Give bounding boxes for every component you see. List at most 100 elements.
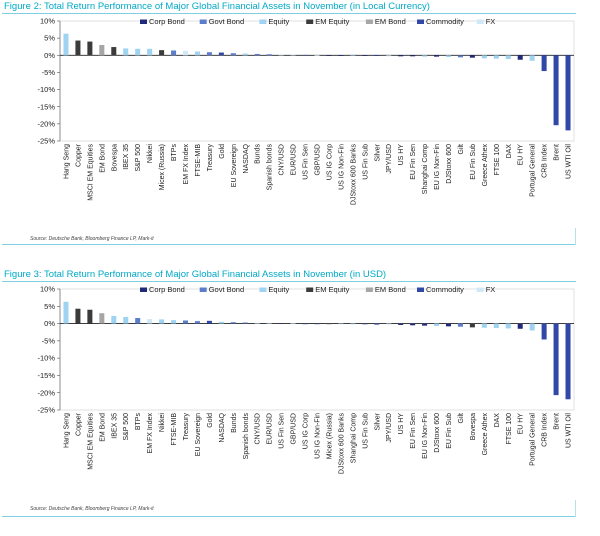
c1-xtick-label-gold: Gold <box>207 413 214 428</box>
c0-xtick-label-dax: DAX <box>506 144 513 159</box>
c0-bar-gilt <box>457 55 463 58</box>
c0-ytick-label-1: 5% <box>44 34 55 43</box>
c1-legend-item-commodity: Commodity <box>417 285 464 294</box>
c0-xtick-label-eur-usd: EUR/USD <box>291 144 298 176</box>
c0-legend-swatch-equity <box>259 19 267 24</box>
c1-bar-gilt <box>457 323 463 327</box>
c1-bar-gbp-usd <box>290 323 296 324</box>
figure-3-title: Figure 3: Total Return Performance of Ma… <box>4 269 387 280</box>
c0-ytick-label-0: 10% <box>40 17 55 26</box>
c1-bar-hang-seng <box>63 301 69 324</box>
c1-bar-greece-athex <box>481 323 487 328</box>
c0-bar-greece-athex <box>481 55 487 59</box>
figure-2-top-rule <box>2 13 576 14</box>
c0-xtick-label-eu-fin-sub: EU Fin Sub <box>470 144 477 180</box>
c0-xtick-label-copper: Copper <box>75 143 82 167</box>
c1-xtick-label-gilt: Gilt <box>458 413 465 424</box>
c1-legend-item-em-equity: EM Equity <box>306 285 350 294</box>
c0-bar-jpy-usd <box>386 55 392 57</box>
c0-bar-bovespa <box>111 47 117 56</box>
c1-bar-ftse-mib <box>171 320 177 324</box>
c0-xtick-label-brent: Brent <box>554 144 561 161</box>
c1-bar-djstoxx-600-banks <box>338 323 344 325</box>
c1-legend-label-equity: Equity <box>268 285 289 294</box>
c0-bar-crb-index <box>541 55 547 72</box>
c1-bar-spanish-bonds <box>242 322 248 324</box>
c1-xtick-label-us-fin-sen: US Fin Sen <box>279 413 286 449</box>
c0-bar-djstoxx-600-banks <box>350 55 356 56</box>
c0-legend-label-commodity: Commodity <box>426 17 464 26</box>
c1-xtick-label-cny-usd: CNY/USD <box>255 413 262 445</box>
c0-xtick-label-us-ig-non-fin: US IG Non-Fin <box>338 144 345 190</box>
c1-xtick-label-crb-index: CRB Index <box>542 413 549 447</box>
c1-bar-em-fx-index <box>147 319 153 324</box>
c1-legend-item-em-bond: EM Bond <box>365 285 406 294</box>
c0-ytick-label-5: -15% <box>37 102 55 111</box>
figure-2-bottom-rule <box>2 244 576 245</box>
c0-bar-us-fin-sen <box>302 54 308 56</box>
c1-xtick-label-eu-hy: EU HY <box>518 413 525 435</box>
c0-xtick-label-ftse-100: FTSE 100 <box>494 144 501 176</box>
c1-bar-bunds <box>230 322 236 324</box>
c0-xtick-label-jpy-usd: JPY/USD <box>386 144 393 174</box>
c0-xtick-label-eu-fin-sen: EU Fin Sen <box>410 144 417 180</box>
c1-xtick-label-nikkei: Nikkei <box>159 413 166 433</box>
c0-bar-shanghai-comp <box>422 55 428 57</box>
c0-legend-label-equity: Equity <box>268 17 289 26</box>
c1-bar-gold <box>206 320 212 324</box>
c1-xtick-label-silver: Silver <box>374 412 381 430</box>
c1-legend-item-govt-bond: Govt Bond <box>199 285 244 294</box>
c1-ytick-label-0: 10% <box>40 285 55 294</box>
c1-xtick-label-shanghai-comp: Shanghai Comp <box>350 413 357 463</box>
c1-bar-btps <box>135 318 141 324</box>
c1-legend-swatch-corp-bond <box>140 287 147 292</box>
c0-xtick-label-bunds: Bunds <box>255 144 262 164</box>
c1-bar-us-fin-sen <box>278 323 284 324</box>
c0-bar-portugal-general <box>529 55 535 61</box>
c1-legend-item-corp-bond: Corp Bond <box>140 285 185 294</box>
c1-xtick-label-treasury: Treasury <box>183 413 190 441</box>
figure-3-panel: Figure 3: Total Return Performance of Ma… <box>0 268 576 518</box>
c0-bar-us-wti-oil <box>565 55 571 131</box>
c1-xtick-label-brent: Brent <box>554 413 561 430</box>
c0-legend-item-equity: Equity <box>259 17 289 26</box>
c1-bar-djstoxx-600 <box>434 323 440 326</box>
c0-xtick-label-hang-seng: Hang Seng <box>63 144 70 179</box>
c1-xtick-label-jpy-usd: JPY/USD <box>386 413 393 443</box>
c1-xtick-label-msci-em-equities: MSCI EM Equities <box>87 413 94 470</box>
c0-bar-s-p-500 <box>135 48 141 56</box>
c0-bar-copper <box>75 40 81 56</box>
c0-xtick-label-gilt: Gilt <box>458 144 465 155</box>
c0-xtick-label-eu-sovereign: EU Sovereign <box>231 144 238 187</box>
c1-bar-treasury <box>183 320 189 324</box>
c1-xtick-label-djstoxx-600: DJStoxx 600 <box>434 413 441 453</box>
c1-bar-cny-usd <box>254 322 260 324</box>
c0-bar-dax <box>505 55 511 60</box>
c0-bar-treasury <box>206 52 212 56</box>
c1-plot-frame <box>59 288 575 411</box>
c1-legend-swatch-commodity <box>417 287 424 292</box>
figure-3-chart: 10% 5% 0% -5% -10% -15% -20% -25% Corp Bond Govt … <box>37 285 575 474</box>
c0-legend-label-govt-bond: Govt Bond <box>209 17 244 26</box>
c1-ytick-label-7: -25% <box>37 406 55 415</box>
c0-legend-label-em-equity: EM Equity <box>315 17 349 26</box>
c0-xtick-label-nikkei: Nikkei <box>147 144 154 164</box>
c0-bar-em-fx-index <box>183 50 189 56</box>
c0-bar-bunds <box>254 53 260 56</box>
c0-bar-cny-usd <box>278 54 284 56</box>
c0-xtick-label-portugal-general: Portugal General <box>530 144 537 197</box>
c0-ytick-label-6: -20% <box>37 119 55 128</box>
c0-legend-swatch-govt-bond <box>199 19 207 24</box>
c0-xtick-label-shanghai-comp: Shanghai Comp <box>422 144 429 194</box>
c1-bar-us-ig-corp <box>302 323 308 325</box>
c1-bar-em-bond <box>99 313 105 324</box>
c1-xtick-label-us-fin-sub: US Fin Sub <box>362 413 369 449</box>
c1-xtick-label-ftse-mib: FTSE-MIB <box>171 413 178 446</box>
c1-xtick-label-eu-sovereign: EU Sovereign <box>195 413 202 456</box>
c1-bar-eu-fin-sub <box>445 323 451 327</box>
c1-bar-shanghai-comp <box>350 323 356 325</box>
c1-xtick-label-spanish-bonds: Spanish bonds <box>243 413 250 460</box>
c0-xtick-label-djstoxx-600-banks: DJStoxx 600 Banks <box>350 144 357 206</box>
c1-bar-copper <box>75 308 81 324</box>
c1-xtick-label-greece-athex: Greece Athex <box>482 413 489 456</box>
